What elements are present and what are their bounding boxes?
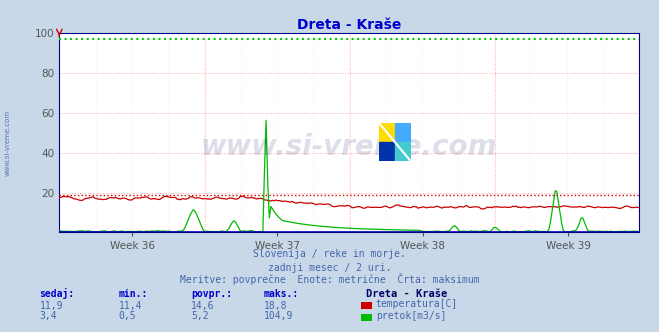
Text: Meritve: povprečne  Enote: metrične  Črta: maksimum: Meritve: povprečne Enote: metrične Črta:… <box>180 273 479 285</box>
Bar <box>379 123 395 142</box>
Title: Dreta - Kraše: Dreta - Kraše <box>297 18 401 32</box>
Text: min.:: min.: <box>119 289 148 299</box>
Text: 11,4: 11,4 <box>119 301 142 311</box>
Text: Dreta - Kraše: Dreta - Kraše <box>366 289 447 299</box>
Bar <box>395 123 411 142</box>
Bar <box>395 142 411 161</box>
Text: 11,9: 11,9 <box>40 301 63 311</box>
Text: Slovenija / reke in morje.: Slovenija / reke in morje. <box>253 249 406 259</box>
Bar <box>379 142 395 161</box>
Text: 0,5: 0,5 <box>119 311 136 321</box>
Text: www.si-vreme.com: www.si-vreme.com <box>201 133 498 161</box>
Text: 14,6: 14,6 <box>191 301 215 311</box>
Text: 5,2: 5,2 <box>191 311 209 321</box>
Text: 104,9: 104,9 <box>264 311 293 321</box>
Text: 18,8: 18,8 <box>264 301 287 311</box>
Text: pretok[m3/s]: pretok[m3/s] <box>376 311 446 321</box>
Text: www.si-vreme.com: www.si-vreme.com <box>5 110 11 176</box>
Text: maks.:: maks.: <box>264 289 299 299</box>
Text: 3,4: 3,4 <box>40 311 57 321</box>
Text: sedaj:: sedaj: <box>40 288 74 299</box>
Text: zadnji mesec / 2 uri.: zadnji mesec / 2 uri. <box>268 263 391 273</box>
Text: povpr.:: povpr.: <box>191 289 232 299</box>
Text: temperatura[C]: temperatura[C] <box>376 299 458 309</box>
